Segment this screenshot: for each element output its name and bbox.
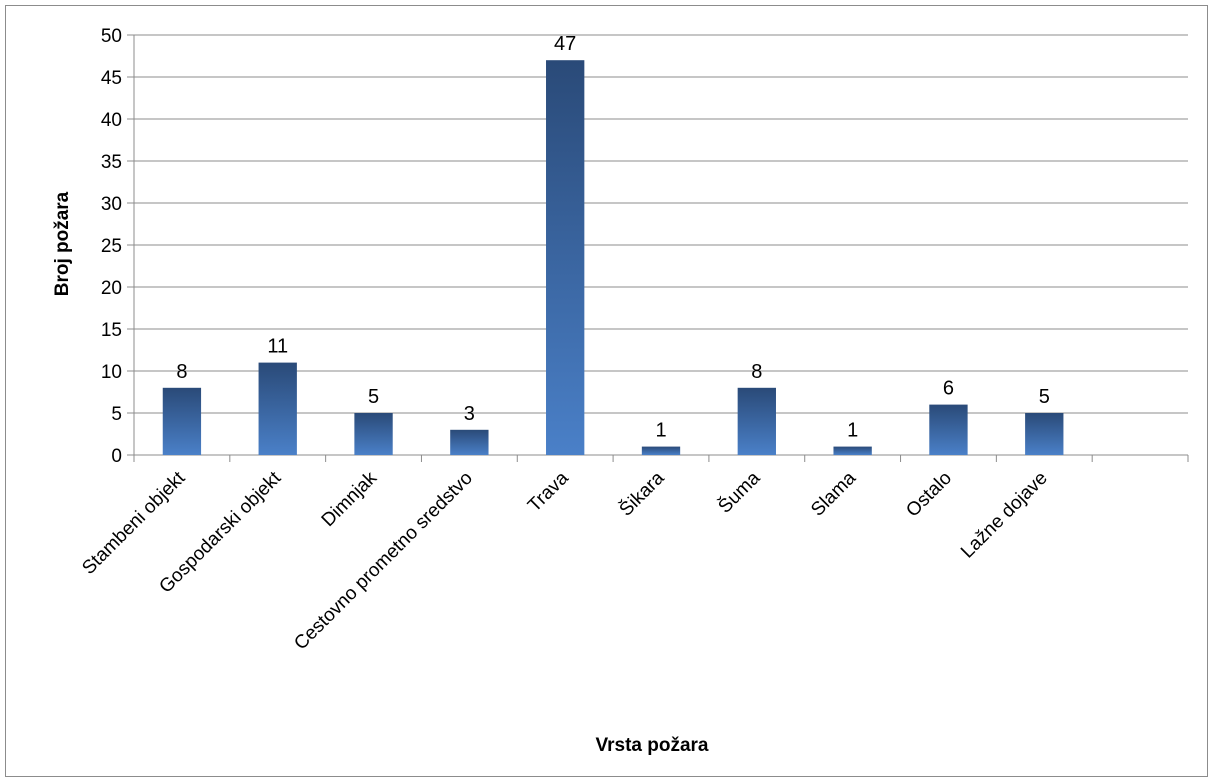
x-tick-label: Ostalo (902, 468, 956, 522)
y-tick-label: 20 (101, 278, 122, 299)
data-label: 5 (1039, 386, 1050, 408)
bar (1025, 413, 1064, 455)
bar (354, 413, 393, 455)
y-tick-label: 0 (111, 446, 122, 467)
y-axis-title: Broj požara (52, 191, 73, 296)
data-labels: 8 11 5 3 47 1 8 1 6 5 (176, 33, 1049, 441)
x-tick-label: Dimnjak (318, 467, 382, 531)
x-axis-title: Vrsta požara (596, 735, 709, 756)
y-tick-label: 15 (101, 320, 122, 341)
bar (641, 446, 681, 455)
y-tick-label: 35 (101, 152, 122, 173)
data-label: 5 (368, 386, 379, 408)
y-tick-label: 40 (101, 110, 122, 131)
y-tick-label: 10 (101, 362, 122, 383)
data-label: 3 (464, 403, 475, 425)
bar (450, 429, 489, 455)
x-tick-label: Lažne dojave (957, 468, 1052, 563)
x-tick-label: Slama (807, 467, 860, 520)
gridlines (134, 34, 1188, 414)
y-tick-label: 25 (101, 236, 122, 257)
bar (737, 387, 776, 455)
bars (162, 60, 1064, 455)
y-tick-label: 5 (111, 404, 122, 425)
data-label: 11 (267, 336, 288, 358)
bar (546, 60, 585, 455)
y-tick-label: 45 (101, 68, 122, 89)
chart-frame (5, 5, 1208, 777)
x-tick-label: Cestovno prometno sredstvo (290, 468, 477, 655)
data-label: 1 (847, 420, 858, 442)
bar (162, 387, 202, 455)
x-tick-label: Trava (524, 467, 573, 516)
bar (929, 404, 968, 455)
bar (833, 446, 872, 455)
x-tick-label: Stambeni objekt (78, 467, 190, 579)
data-label: 8 (751, 361, 762, 383)
bar (258, 362, 297, 455)
data-label: 8 (176, 361, 187, 383)
x-tick-label: Šikara (615, 467, 669, 521)
x-tick-label: Šuma (714, 467, 765, 518)
data-label: 47 (554, 33, 576, 55)
y-tick-labels: 0 5 10 15 20 25 30 35 40 45 50 (101, 26, 122, 467)
data-label: 1 (655, 420, 666, 442)
y-tick-label: 30 (101, 194, 122, 215)
data-label: 6 (943, 378, 954, 400)
y-tick-label: 50 (101, 26, 122, 47)
